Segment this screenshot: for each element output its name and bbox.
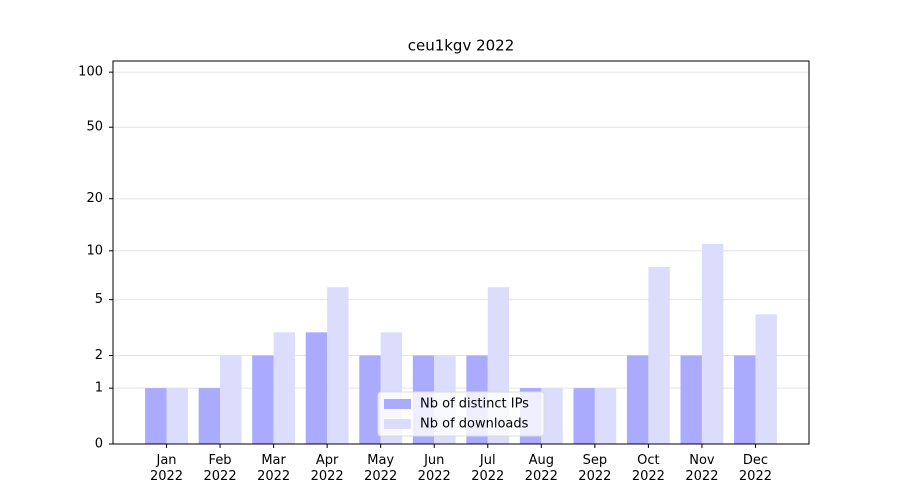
bar xyxy=(541,388,563,444)
x-tick-label: Dec 2022 xyxy=(738,453,772,484)
bar xyxy=(145,388,167,444)
y-tick-label: 1 xyxy=(95,381,103,396)
x-tick-label: Apr 2022 xyxy=(310,453,344,484)
y-tick-label: 5 xyxy=(95,292,103,307)
chart-title: ceu1kgv 2022 xyxy=(408,37,515,55)
bar xyxy=(573,388,595,444)
bar xyxy=(198,388,221,444)
y-tick-label: 50 xyxy=(86,120,103,135)
x-tick-label: Jan 2022 xyxy=(149,453,184,484)
y-tick-label: 100 xyxy=(78,65,103,80)
bar xyxy=(252,355,274,444)
legend-swatch xyxy=(384,419,411,429)
legend-label: Nb of distinct IPs xyxy=(420,397,529,412)
bar xyxy=(755,314,777,444)
x-tick-label: May 2022 xyxy=(364,453,398,484)
bar xyxy=(220,355,242,444)
y-tick-label: 0 xyxy=(95,437,103,452)
legend-swatch xyxy=(384,399,411,409)
bar xyxy=(648,266,670,444)
bar xyxy=(327,287,349,444)
bar xyxy=(701,243,724,444)
x-tick-label: Mar 2022 xyxy=(257,453,291,484)
x-tick-label: Feb 2022 xyxy=(203,453,237,484)
y-tick-label: 20 xyxy=(86,191,103,206)
bar xyxy=(273,332,296,444)
bar xyxy=(305,332,328,444)
bar xyxy=(594,388,617,444)
x-tick-label: Jul 2022 xyxy=(471,453,505,484)
x-tick-label: Sep 2022 xyxy=(578,453,612,484)
legend-label: Nb of downloads xyxy=(420,417,529,432)
bar xyxy=(626,355,649,444)
bar xyxy=(680,355,702,444)
x-tick-label: Jun 2022 xyxy=(417,453,451,484)
x-tick-label: Aug 2022 xyxy=(524,453,558,484)
x-tick-label: Nov 2022 xyxy=(685,453,719,484)
legend-box xyxy=(377,391,545,437)
legend: Nb of distinct IPs Nb of downloads xyxy=(377,391,545,437)
y-tick-label: 2 xyxy=(95,348,103,363)
x-tick-label: Oct 2022 xyxy=(631,453,665,484)
bar xyxy=(734,355,756,444)
bar xyxy=(166,388,188,444)
plot-frame xyxy=(112,60,810,445)
y-tick-label: 10 xyxy=(86,243,103,258)
bar xyxy=(359,355,381,444)
